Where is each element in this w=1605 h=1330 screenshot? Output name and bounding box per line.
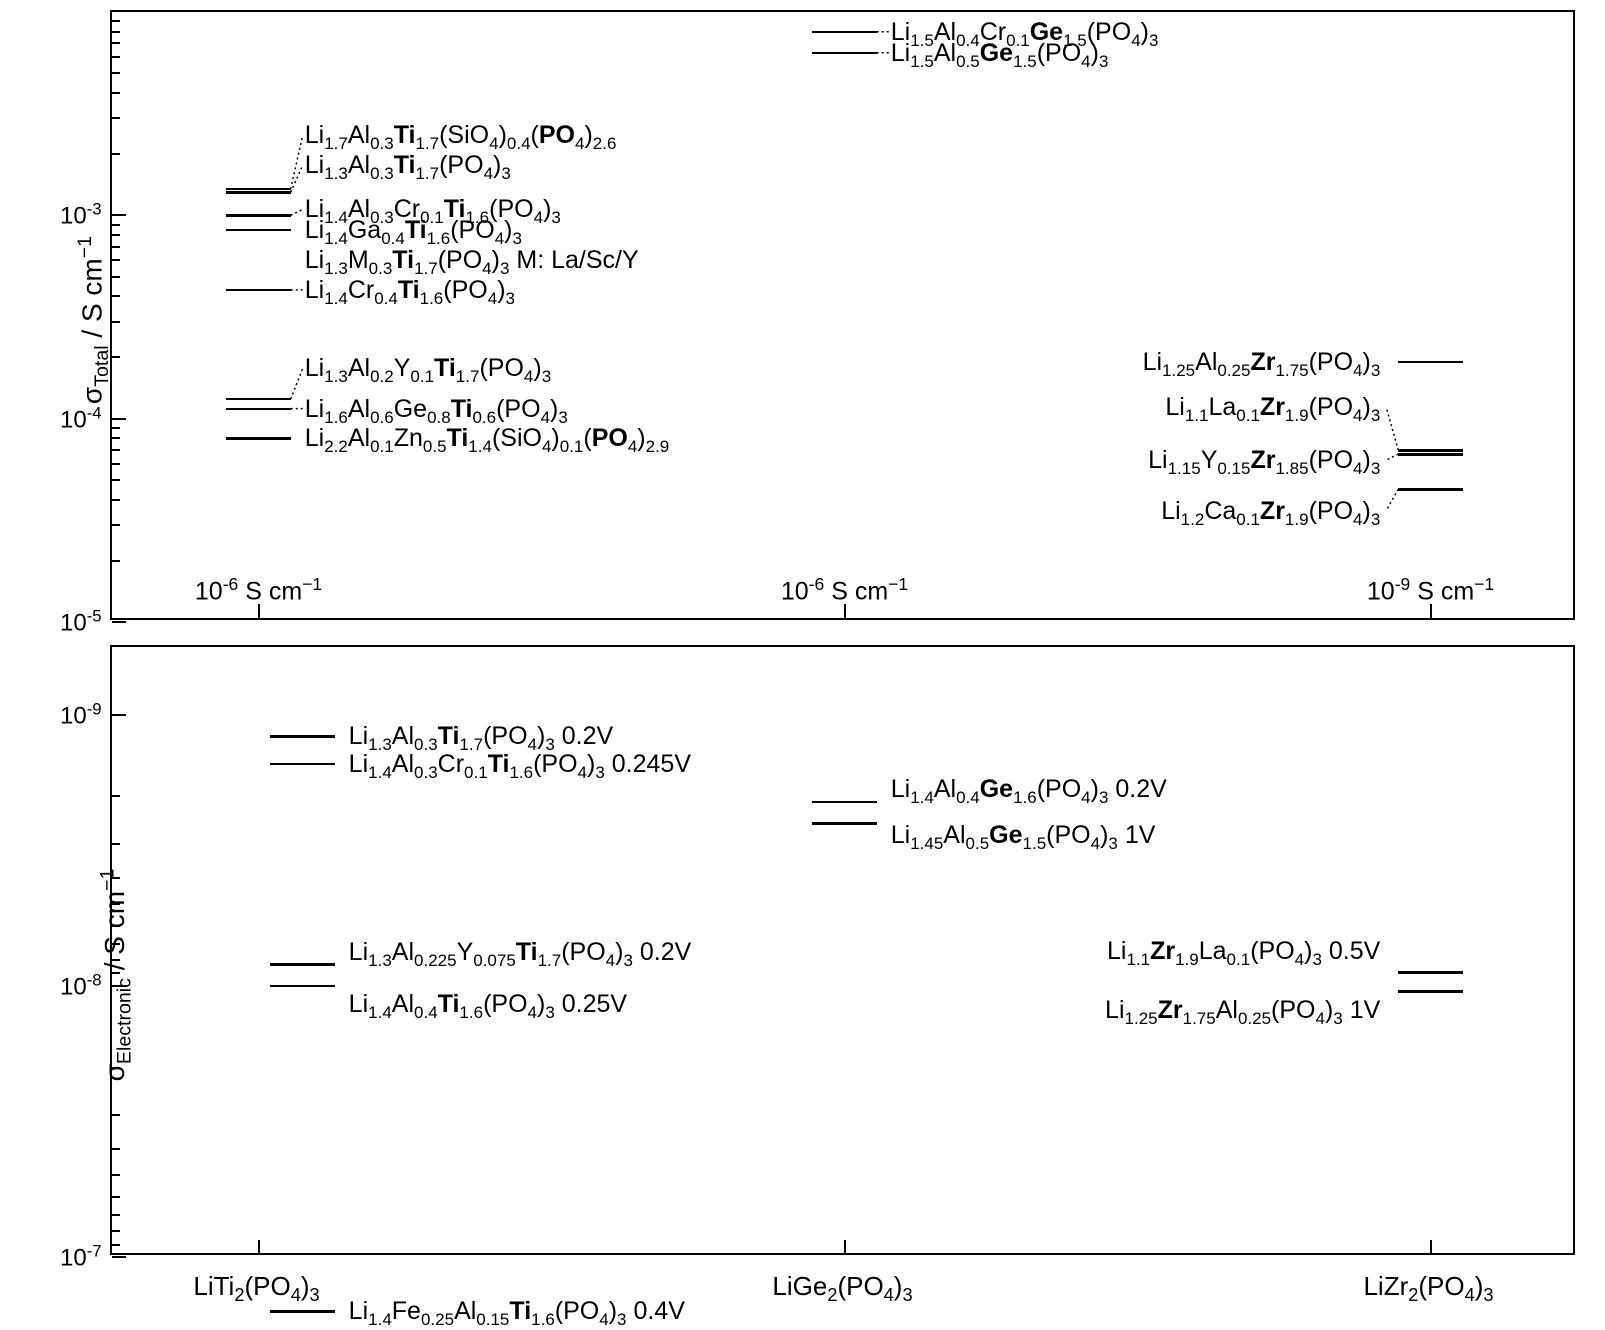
conductivity-mark [226,214,290,217]
y-tick-label: 10-5 [60,607,102,638]
baseline-conductivity-callout: 10-9 S cm−1 [1367,574,1494,606]
compound-label: Li1.1Zr1.9La0.1(PO4)3 0.5V [1107,937,1380,970]
compound-label: Li1.25Zr1.75Al0.25(PO4)3 1V [1105,996,1380,1029]
x-axis-category: LiZr2(PO4)3 [1363,1271,1493,1306]
y-tick-label: 10-7 [60,1242,102,1273]
y-tick-label: 10-3 [60,200,102,231]
figure: σTotal / S cm−1 10-5 10-4 10-3 10-6 S cm−1 1… [10,10,1595,1305]
conductivity-mark [1398,488,1462,491]
top-panel: σTotal / S cm−1 10-510-410-310-6 S cm−11… [10,10,1595,630]
compound-label: Li1.4Cr0.4Ti1.6(PO4)3 [305,276,515,309]
conductivity-mark [226,437,290,440]
compound-label: Li1.3M0.3Ti1.7(PO4)3 M: La/Sc/Y [305,246,639,279]
conductivity-mark [226,289,290,292]
compound-label: Li1.3Al0.2Y0.1Ti1.7(PO4)3 [305,354,551,387]
compound-label: Li1.4Ga0.4Ti1.6(PO4)3 [305,216,522,249]
top-y-axis-label: σTotal / S cm−1 [74,236,114,404]
top-plot-area: 10-510-410-310-6 S cm−110-6 S cm−110-9 S… [110,10,1575,620]
conductivity-mark [226,188,290,191]
conductivity-mark [812,822,876,825]
compound-label: Li1.5Al0.5Ge1.5(PO4)3 [891,39,1109,72]
compound-label: Li1.15Y0.15Zr1.85(PO4)3 [1148,446,1380,479]
conductivity-mark [226,408,290,411]
compound-label: Li1.4Al0.3Cr0.1Ti1.6(PO4)3 0.245V [349,750,691,783]
conductivity-mark [1398,971,1462,974]
conductivity-mark [270,1310,334,1313]
bottom-plot-area: 10-910-810-7Li1.3Al0.3Ti1.7(PO4)3 0.2VLi… [110,645,1575,1255]
conductivity-mark [812,52,876,55]
conductivity-mark [1398,453,1462,456]
compound-label: Li1.25Al0.25Zr1.75(PO4)3 [1143,348,1381,381]
compound-label: Li1.1La0.1Zr1.9(PO4)3 [1165,393,1380,426]
conductivity-mark [270,735,334,738]
bottom-panel: σElectronic / S cm−1 10-910-810-7Li1.3Al… [10,645,1595,1305]
compound-label: Li1.3Al0.225Y0.075Ti1.7(PO4)3 0.2V [349,938,692,971]
baseline-conductivity-callout: 10-6 S cm−1 [781,574,908,606]
conductivity-mark [226,398,290,401]
compound-label: Li2.2Al0.1Zn0.5Ti1.4(SiO4)0.1(PO4)2.9 [305,424,670,457]
conductivity-mark [812,31,876,34]
conductivity-mark [1398,449,1462,452]
compound-label: Li1.4Al0.4Ge1.6(PO4)3 0.2V [891,775,1167,808]
compound-label: Li1.4Al0.4Ti1.6(PO4)3 0.25V [349,990,627,1023]
compound-label: Li1.2Ca0.1Zr1.9(PO4)3 [1161,497,1380,530]
compound-label: Li1.3Al0.3Ti1.7(PO4)3 [305,151,511,184]
baseline-conductivity-callout: 10-6 S cm−1 [195,574,322,606]
conductivity-mark [270,985,334,988]
conductivity-mark [1398,361,1462,364]
x-axis-labels: LiTi2(PO4)3 LiGe2(PO4)3 LiZr2(PO4)3 [110,1265,1575,1305]
conductivity-mark [226,191,290,194]
conductivity-mark [270,763,334,766]
conductivity-mark [1398,990,1462,993]
y-tick-label: 10-4 [60,403,102,434]
leader-lines [112,12,1577,622]
x-axis-category: LiTi2(PO4)3 [193,1271,319,1306]
x-axis-category: LiGe2(PO4)3 [772,1271,912,1306]
conductivity-mark [812,801,876,804]
compound-label: Li1.45Al0.5Ge1.5(PO4)3 1V [891,821,1156,854]
y-tick-label: 10-9 [60,699,102,730]
y-tick-label: 10-8 [60,970,102,1001]
compound-label: Li1.6Al0.6Ge0.8Ti0.6(PO4)3 [305,395,568,428]
compound-label: Li1.7Al0.3Ti1.7(SiO4)0.4(PO4)2.6 [305,121,617,154]
conductivity-mark [226,229,290,232]
conductivity-mark [270,963,334,966]
